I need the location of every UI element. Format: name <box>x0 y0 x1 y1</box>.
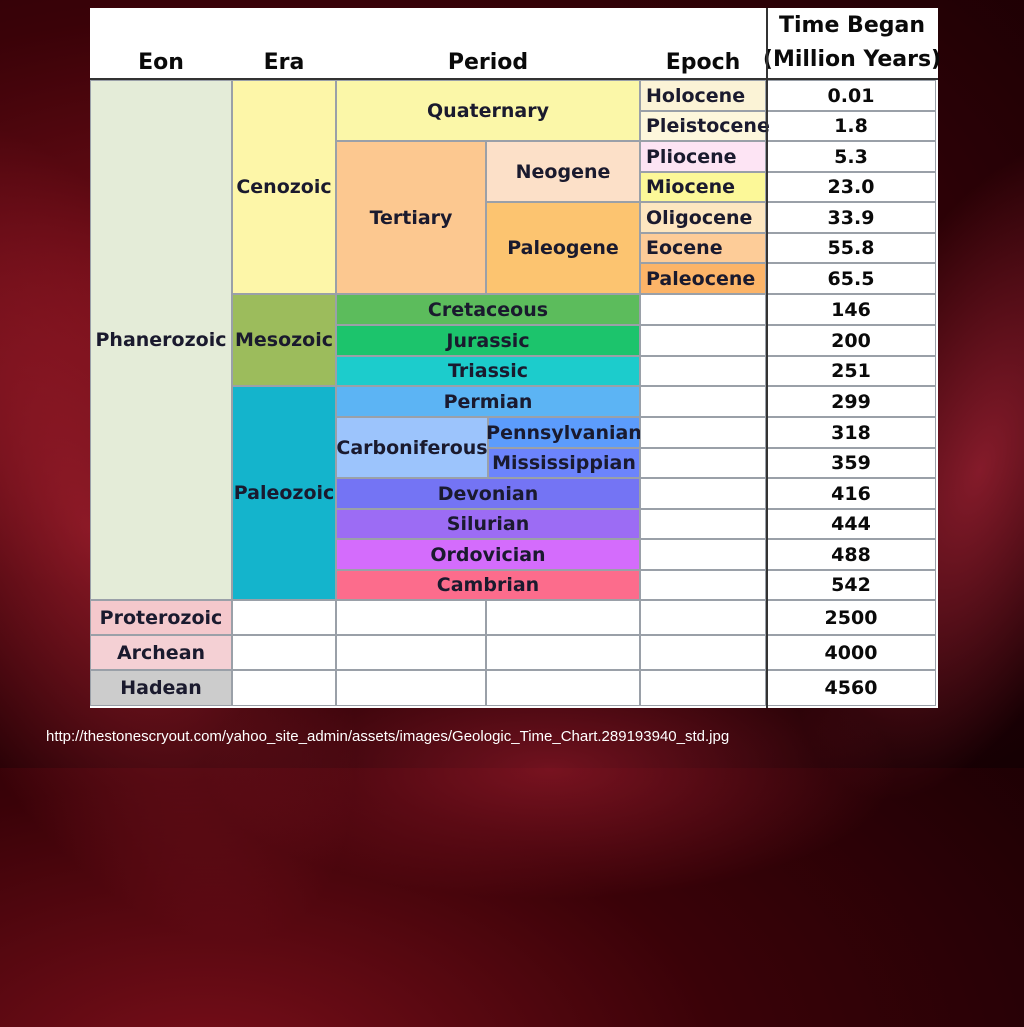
time-column-divider <box>766 8 768 708</box>
empty-cell <box>640 294 766 325</box>
header-epoch: Epoch <box>665 49 741 75</box>
period-cretaceous: Cretaceous <box>336 294 640 325</box>
eon-phanerozoic: Phanerozoic <box>90 80 232 600</box>
time-began-cell: 33.9 <box>766 202 936 233</box>
time-began-cell: 1.8 <box>766 111 936 141</box>
period-cambrian: Cambrian <box>336 570 640 600</box>
empty-cell <box>640 509 766 539</box>
epoch-pleistocene: Pleistocene <box>640 111 770 141</box>
empty-cell <box>640 325 766 356</box>
period-tertiary: Tertiary <box>336 141 486 294</box>
geologic-time-table: Eon Era Period Epoch Time Began (Million… <box>90 8 942 708</box>
time-began-cell: 55.8 <box>766 233 936 263</box>
header-time-line1: Time Began <box>779 13 925 38</box>
epoch-oligocene: Oligocene <box>640 202 766 233</box>
era-paleozoic: Paleozoic <box>232 386 336 600</box>
empty-cell <box>640 539 766 570</box>
time-began-cell: 65.5 <box>766 263 936 294</box>
empty-cell <box>336 670 486 706</box>
time-began-cell: 146 <box>766 294 936 325</box>
period-silurian: Silurian <box>336 509 640 539</box>
time-began-cell: 251 <box>766 356 936 386</box>
eon-proterozoic: Proterozoic <box>90 600 232 635</box>
period-permian: Permian <box>336 386 640 417</box>
header-time-began: Time Began (Million Years) <box>762 8 942 78</box>
source-url-caption: http://thestonescryout.com/yahoo_site_ad… <box>46 728 730 745</box>
time-began-cell: 299 <box>766 386 936 417</box>
subperiod-pennsylvanian: Pennsylvanian <box>486 417 642 448</box>
eon-hadean: Hadean <box>90 670 232 706</box>
empty-cell <box>336 600 486 635</box>
empty-cell <box>232 670 336 706</box>
time-began-cell: 542 <box>766 570 936 600</box>
period-carboniferous: Carboniferous <box>336 417 488 478</box>
period-neogene: Neogene <box>486 141 640 202</box>
epoch-pliocene: Pliocene <box>640 141 766 172</box>
empty-cell <box>640 478 766 509</box>
empty-cell <box>640 417 766 448</box>
time-began-cell: 4560 <box>766 670 936 706</box>
time-began-cell: 488 <box>766 539 936 570</box>
time-began-cell: 5.3 <box>766 141 936 172</box>
time-began-cell: 200 <box>766 325 936 356</box>
era-cenozoic: Cenozoic <box>232 80 336 294</box>
header-period: Period <box>447 49 529 75</box>
period-triassic: Triassic <box>336 356 640 386</box>
epoch-holocene: Holocene <box>640 80 766 111</box>
period-paleogene: Paleogene <box>486 202 640 294</box>
empty-cell <box>486 600 640 635</box>
header-time-line2: (Million Years) <box>762 47 942 72</box>
time-began-cell: 23.0 <box>766 172 936 202</box>
empty-cell <box>640 356 766 386</box>
time-began-cell: 2500 <box>766 600 936 635</box>
period-devonian: Devonian <box>336 478 640 509</box>
empty-cell <box>640 635 766 670</box>
empty-cell <box>640 570 766 600</box>
empty-cell <box>232 600 336 635</box>
empty-cell <box>336 635 486 670</box>
period-ordovician: Ordovician <box>336 539 640 570</box>
time-began-cell: 0.01 <box>766 80 936 111</box>
time-began-cell: 444 <box>766 509 936 539</box>
epoch-eocene: Eocene <box>640 233 766 263</box>
time-began-cell: 359 <box>766 448 936 478</box>
epoch-paleocene: Paleocene <box>640 263 766 294</box>
period-jurassic: Jurassic <box>336 325 640 356</box>
subperiod-mississippian: Mississippian <box>488 448 640 478</box>
empty-cell <box>486 635 640 670</box>
epoch-miocene: Miocene <box>640 172 766 202</box>
time-began-cell: 4000 <box>766 635 936 670</box>
header-eon: Eon <box>138 49 184 75</box>
empty-cell <box>486 670 640 706</box>
empty-cell <box>640 448 766 478</box>
empty-cell <box>232 635 336 670</box>
header-era: Era <box>263 49 305 75</box>
period-quaternary: Quaternary <box>336 80 640 141</box>
time-began-cell: 318 <box>766 417 936 448</box>
time-began-cell: 416 <box>766 478 936 509</box>
empty-cell <box>640 670 766 706</box>
era-mesozoic: Mesozoic <box>232 294 336 386</box>
empty-cell <box>640 386 766 417</box>
empty-cell <box>640 600 766 635</box>
eon-archean: Archean <box>90 635 232 670</box>
header-divider <box>90 78 938 80</box>
